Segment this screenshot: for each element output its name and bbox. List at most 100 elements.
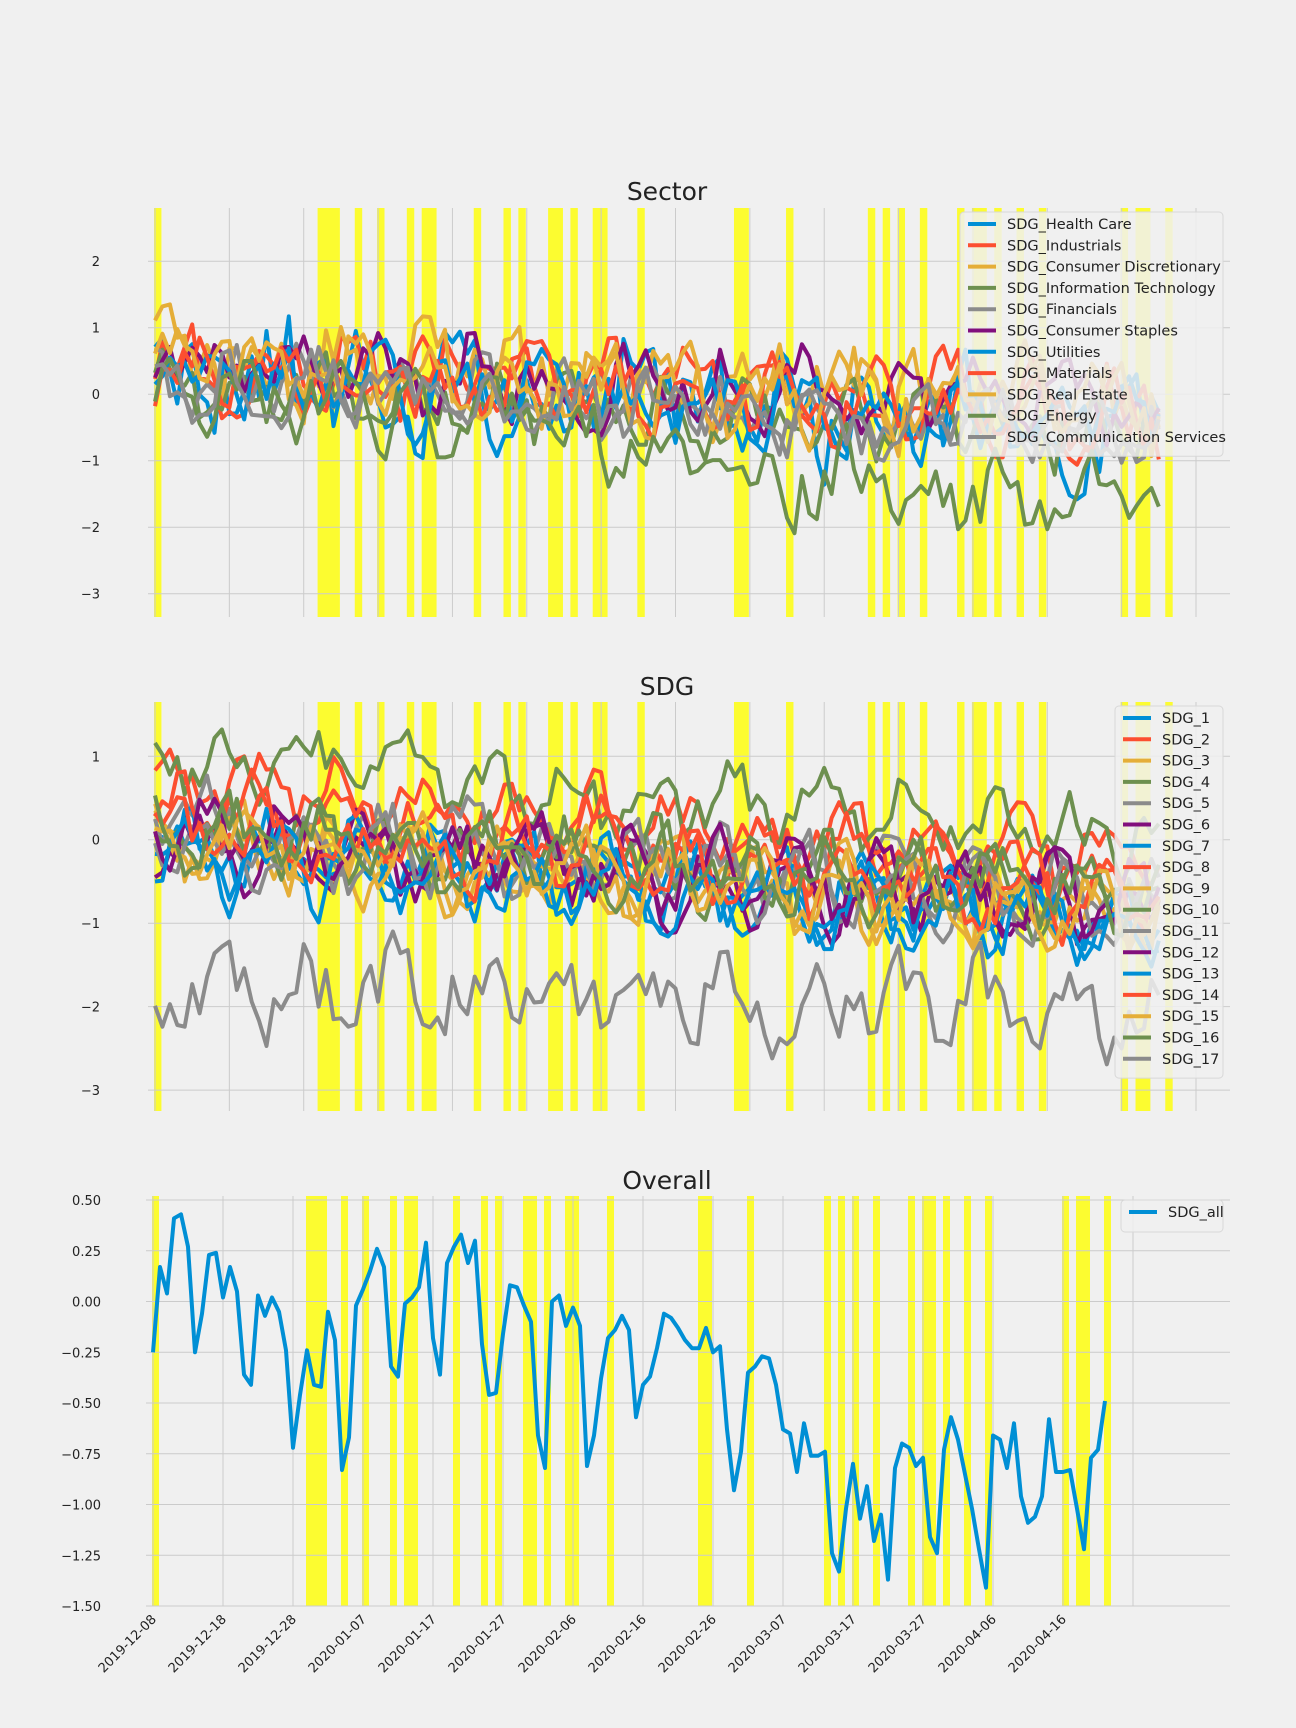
- y-tick-label: −1.50: [61, 1600, 101, 1615]
- legend-label: SDG_Utilities: [1007, 345, 1100, 361]
- legend-label: SDG_7: [1162, 839, 1210, 855]
- highlight-band: [362, 1196, 369, 1606]
- y-tick-label: −1: [81, 455, 100, 470]
- y-tick-label: 0.50: [72, 1194, 101, 1209]
- highlight-band: [473, 208, 482, 617]
- highlight-band: [154, 208, 162, 617]
- grid-lines: [146, 1196, 1230, 1607]
- highlight-band: [943, 1196, 950, 1606]
- y-tick-label: −3: [81, 1084, 100, 1099]
- y-tick-label: −3: [81, 588, 100, 603]
- highlight-band: [607, 1196, 614, 1606]
- highlight-band: [570, 702, 578, 1111]
- highlight-band: [1104, 1196, 1111, 1606]
- y-tick-label: 1: [92, 750, 100, 765]
- legend-label: SDG_6: [1162, 818, 1210, 834]
- legend-label: SDG_2: [1162, 732, 1210, 748]
- highlight-band: [495, 1196, 502, 1606]
- legend-label: SDG_Real Estate: [1007, 387, 1128, 403]
- y-tick-label: −0.50: [61, 1397, 101, 1412]
- series-line: [154, 816, 1161, 969]
- y-tick-labels: −3 −2 −1 0 1: [81, 750, 100, 1099]
- series-line: [153, 788, 1160, 942]
- series-line: [154, 809, 1161, 953]
- legend-label: SDG_Consumer Staples: [1007, 324, 1178, 340]
- highlight-band: [306, 1196, 327, 1606]
- sdg-title: SDG: [640, 672, 695, 701]
- legend-label: SDG_Communication Services: [1007, 430, 1226, 446]
- legend-label: SDG_Energy: [1007, 409, 1097, 425]
- highlight-band: [523, 1196, 537, 1606]
- highlight-band: [1062, 1196, 1069, 1606]
- sector-legend: SDG_Health Care SDG_Industrials SDG_Consum…: [959, 211, 1226, 457]
- highlight-band: [852, 1196, 859, 1606]
- legend-label: SDG_all: [1168, 1205, 1224, 1221]
- y-tick-label: 1: [92, 322, 100, 337]
- series-lines: [153, 727, 1161, 1067]
- highlight-band: [406, 208, 415, 617]
- legend-label: SDG_9: [1162, 881, 1210, 897]
- highlight-band: [152, 1196, 159, 1606]
- highlight-band: [824, 1196, 831, 1606]
- legend-label: SDG_16: [1162, 1031, 1219, 1047]
- y-tick-label: −2: [81, 521, 100, 536]
- legend-box: [1120, 1199, 1224, 1233]
- y-tick-label: 0.25: [72, 1245, 101, 1260]
- y-tick-label: 0: [92, 834, 100, 849]
- legend-label: SDG_11: [1162, 924, 1219, 940]
- legend-label: SDG_13: [1162, 967, 1219, 983]
- series-line: [153, 357, 1161, 536]
- y-tick-label: −1: [81, 917, 100, 932]
- highlight-band: [406, 702, 415, 1111]
- y-tick-label: −0.25: [61, 1346, 101, 1361]
- legend-label: SDG_Health Care: [1007, 217, 1132, 233]
- legend-label: SDG_5: [1162, 796, 1210, 812]
- highlight-band: [341, 1196, 348, 1606]
- highlight-band: [518, 702, 526, 1111]
- highlight-band: [698, 1196, 712, 1606]
- y-tick-label: 2: [92, 255, 100, 270]
- overall-legend: SDG_all: [1120, 1199, 1224, 1233]
- legend-label: SDG_10: [1162, 903, 1219, 919]
- legend-label: SDG_3: [1162, 754, 1210, 770]
- legend-label: SDG_8: [1162, 860, 1210, 876]
- y-tick-label: 0.00: [72, 1296, 101, 1311]
- highlight-band: [908, 1196, 915, 1606]
- legend-box: [1114, 705, 1224, 1079]
- highlight-band: [747, 1196, 754, 1606]
- legend-box: [959, 211, 1224, 457]
- highlight-band: [786, 208, 794, 617]
- y-tick-labels: −3 −2 −1 0 1 2: [81, 255, 100, 603]
- legend-label: SDG_15: [1162, 1009, 1219, 1025]
- highlight-band: [838, 1196, 845, 1606]
- y-tick-label: −1.00: [61, 1499, 101, 1514]
- highlight-band: [390, 1196, 397, 1606]
- legend-label: SDG_Consumer Discretionary: [1007, 260, 1221, 276]
- highlight-band: [404, 1196, 418, 1606]
- highlight-band: [354, 702, 363, 1111]
- overall-title: Overall: [622, 1166, 711, 1195]
- legend-label: SDG_17: [1162, 1052, 1219, 1068]
- y-tick-label: −0.75: [61, 1448, 101, 1463]
- legend-label: SDG_Financials: [1007, 302, 1117, 318]
- highlight-band: [421, 702, 437, 1111]
- legend-label: SDG_Materials: [1007, 366, 1112, 382]
- series-lines: [151, 1212, 1107, 1590]
- y-tick-label: 0: [92, 388, 100, 403]
- highlight-band: [637, 208, 645, 617]
- series-line: [153, 795, 1161, 938]
- y-tick-labels: −1.50 −1.25 −1.00 −0.75 −0.50 −0.25 0.00 0.25 0.…: [61, 1194, 101, 1615]
- y-tick-label: −1.25: [61, 1549, 101, 1564]
- legend-label: SDG_14: [1162, 988, 1219, 1004]
- sdg-legend: SDG_1 SDG_2 SDG_3 SDG_4 SDG_5 SDG_6 SDG_7 SDG_8…: [1114, 705, 1224, 1079]
- highlight-band: [964, 1196, 971, 1606]
- highlight-band: [453, 1196, 460, 1606]
- series-line: [151, 1212, 1107, 1590]
- sector-title: Sector: [627, 177, 708, 206]
- highlight-band: [481, 1196, 488, 1606]
- highlight-band: [985, 1196, 992, 1606]
- y-tick-label: −2: [81, 1001, 100, 1016]
- highlight-band: [873, 1196, 880, 1606]
- legend-label: SDG_Industrials: [1007, 238, 1121, 254]
